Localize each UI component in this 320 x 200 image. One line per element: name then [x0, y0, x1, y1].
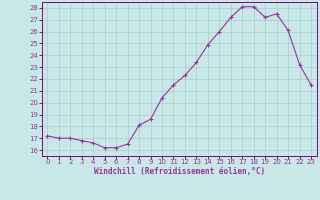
X-axis label: Windchill (Refroidissement éolien,°C): Windchill (Refroidissement éolien,°C) [94, 167, 265, 176]
